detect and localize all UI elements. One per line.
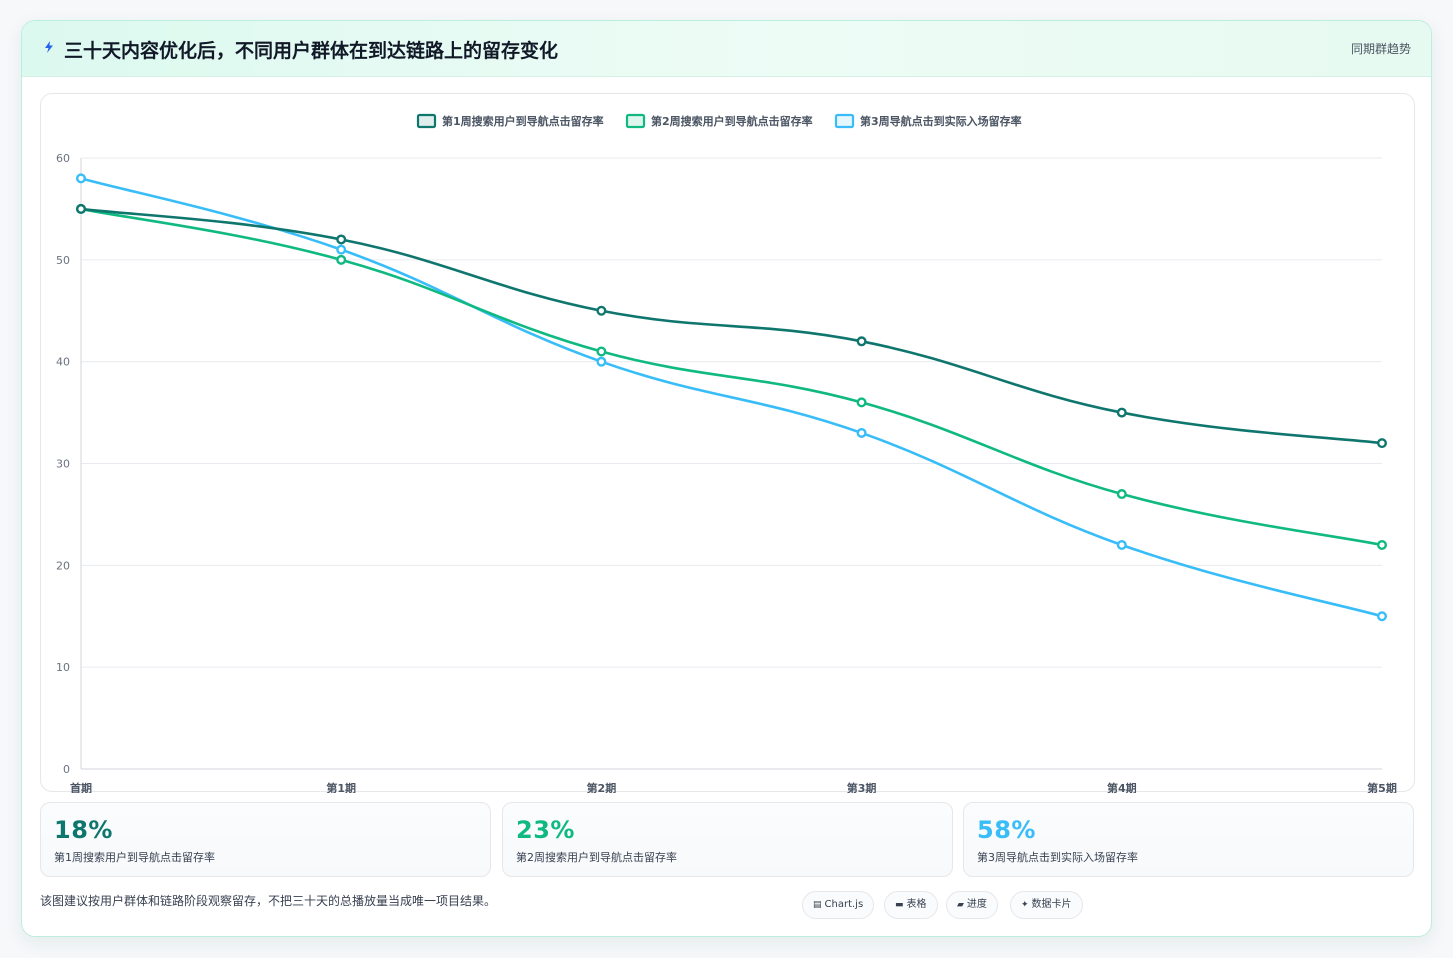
legend-swatch <box>416 113 437 129</box>
kpi-value: 18% <box>54 816 113 844</box>
pill-label: 数据卡片 <box>1031 899 1072 910</box>
data-point <box>596 346 607 357</box>
progress-icon: ▰ <box>957 900 964 910</box>
pill-table[interactable]: ▬ 表格 <box>884 891 938 919</box>
chart-icon: ▤ <box>813 900 822 910</box>
sparkle-icon: ✦ <box>1021 900 1029 910</box>
x-tick-label: 第3期 <box>847 781 877 793</box>
pill-label: Chart.js <box>824 899 864 910</box>
x-tick-label: 第1期 <box>326 781 356 793</box>
header-tag: 同期群趋势 <box>1350 42 1411 56</box>
y-tick-label: 50 <box>56 254 70 267</box>
kpi-label: 第1周搜索用户到导航点击留存率 <box>54 851 215 864</box>
x-tick-label: 首期 <box>70 781 92 793</box>
pill-data-card[interactable]: ✦ 数据卡片 <box>1010 891 1083 919</box>
data-point <box>336 234 347 245</box>
lightning-icon <box>45 41 53 53</box>
chart-card: 三十天内容优化后，不同用户群体在到达链路上的留存变化 同期群趋势 0 10 20 30… <box>21 20 1432 937</box>
legend-label: 第1周搜索用户到导航点击留存率 <box>442 114 604 128</box>
data-point <box>1116 407 1127 418</box>
data-point <box>596 356 607 367</box>
data-point <box>1116 489 1127 500</box>
kpi-value: 23% <box>516 816 575 844</box>
data-point <box>1376 438 1387 449</box>
chart-panel: 0 10 20 30 40 50 60 首期 第1期 第2期 第3期 第4期 第5期 第1周搜索用户到导航… <box>40 93 1415 793</box>
kpi-card-week3: 58% 第3周导航点击到实际入场留存率 <box>963 802 1414 877</box>
data-point <box>76 173 87 184</box>
card-header: 三十天内容优化后，不同用户群体在到达链路上的留存变化 同期群趋势 <box>22 21 1431 77</box>
legend-swatch <box>834 113 855 129</box>
legend-label: 第3周导航点击到实际入场留存率 <box>860 114 1022 128</box>
data-point <box>336 254 347 265</box>
line-chart: 0 10 20 30 40 50 60 首期 第1期 第2期 第3期 第4期 第5期 第1周搜索用户到导航… <box>56 113 1397 793</box>
data-point <box>856 427 867 438</box>
legend-label: 第2周搜索用户到导航点击留存率 <box>651 114 813 128</box>
y-tick-label: 60 <box>56 152 70 165</box>
kpi-label: 第2周搜索用户到导航点击留存率 <box>516 851 677 864</box>
kpi-value: 58% <box>977 816 1036 844</box>
y-tick-label: 30 <box>56 458 70 471</box>
data-point <box>76 203 87 214</box>
table-icon: ▬ <box>895 900 904 910</box>
series-line <box>80 177 1383 618</box>
data-point <box>336 244 347 255</box>
data-point <box>596 305 607 316</box>
pill-chartjs[interactable]: ▤ Chart.js <box>802 891 875 919</box>
x-tick-label: 第5期 <box>1367 781 1397 793</box>
data-point <box>1376 611 1387 622</box>
data-point <box>1116 539 1127 550</box>
y-tick-label: 40 <box>56 356 70 369</box>
kpi-label: 第3周导航点击到实际入场留存率 <box>977 851 1138 864</box>
x-tick-label: 第4期 <box>1107 781 1137 793</box>
page-title: 三十天内容优化后，不同用户群体在到达链路上的留存变化 <box>64 40 559 62</box>
pill-progress[interactable]: ▰ 进度 <box>946 891 998 919</box>
series-line <box>80 207 1383 547</box>
kpi-card-week1: 18% 第1周搜索用户到导航点击留存率 <box>40 802 491 877</box>
y-tick-label: 20 <box>56 559 70 572</box>
y-tick-label: 0 <box>63 763 70 776</box>
footer-note: 该图建议按用户群体和链路阶段观察留存，不把三十天的总播放量当成唯一项目结果。 <box>40 894 497 908</box>
data-point <box>856 397 867 408</box>
series-line <box>80 207 1383 445</box>
kpi-card-week2: 23% 第2周搜索用户到导航点击留存率 <box>502 802 953 877</box>
data-point <box>1376 539 1387 550</box>
pill-label: 表格 <box>906 899 927 910</box>
y-tick-label: 10 <box>56 661 70 674</box>
legend-swatch <box>625 113 646 129</box>
kpi-row: 18% 第1周搜索用户到导航点击留存率 23% 第2周搜索用户到导航点击留存率 … <box>40 802 1415 877</box>
data-point <box>856 336 867 347</box>
pill-label: 进度 <box>966 899 987 910</box>
x-tick-label: 第2期 <box>587 781 617 793</box>
